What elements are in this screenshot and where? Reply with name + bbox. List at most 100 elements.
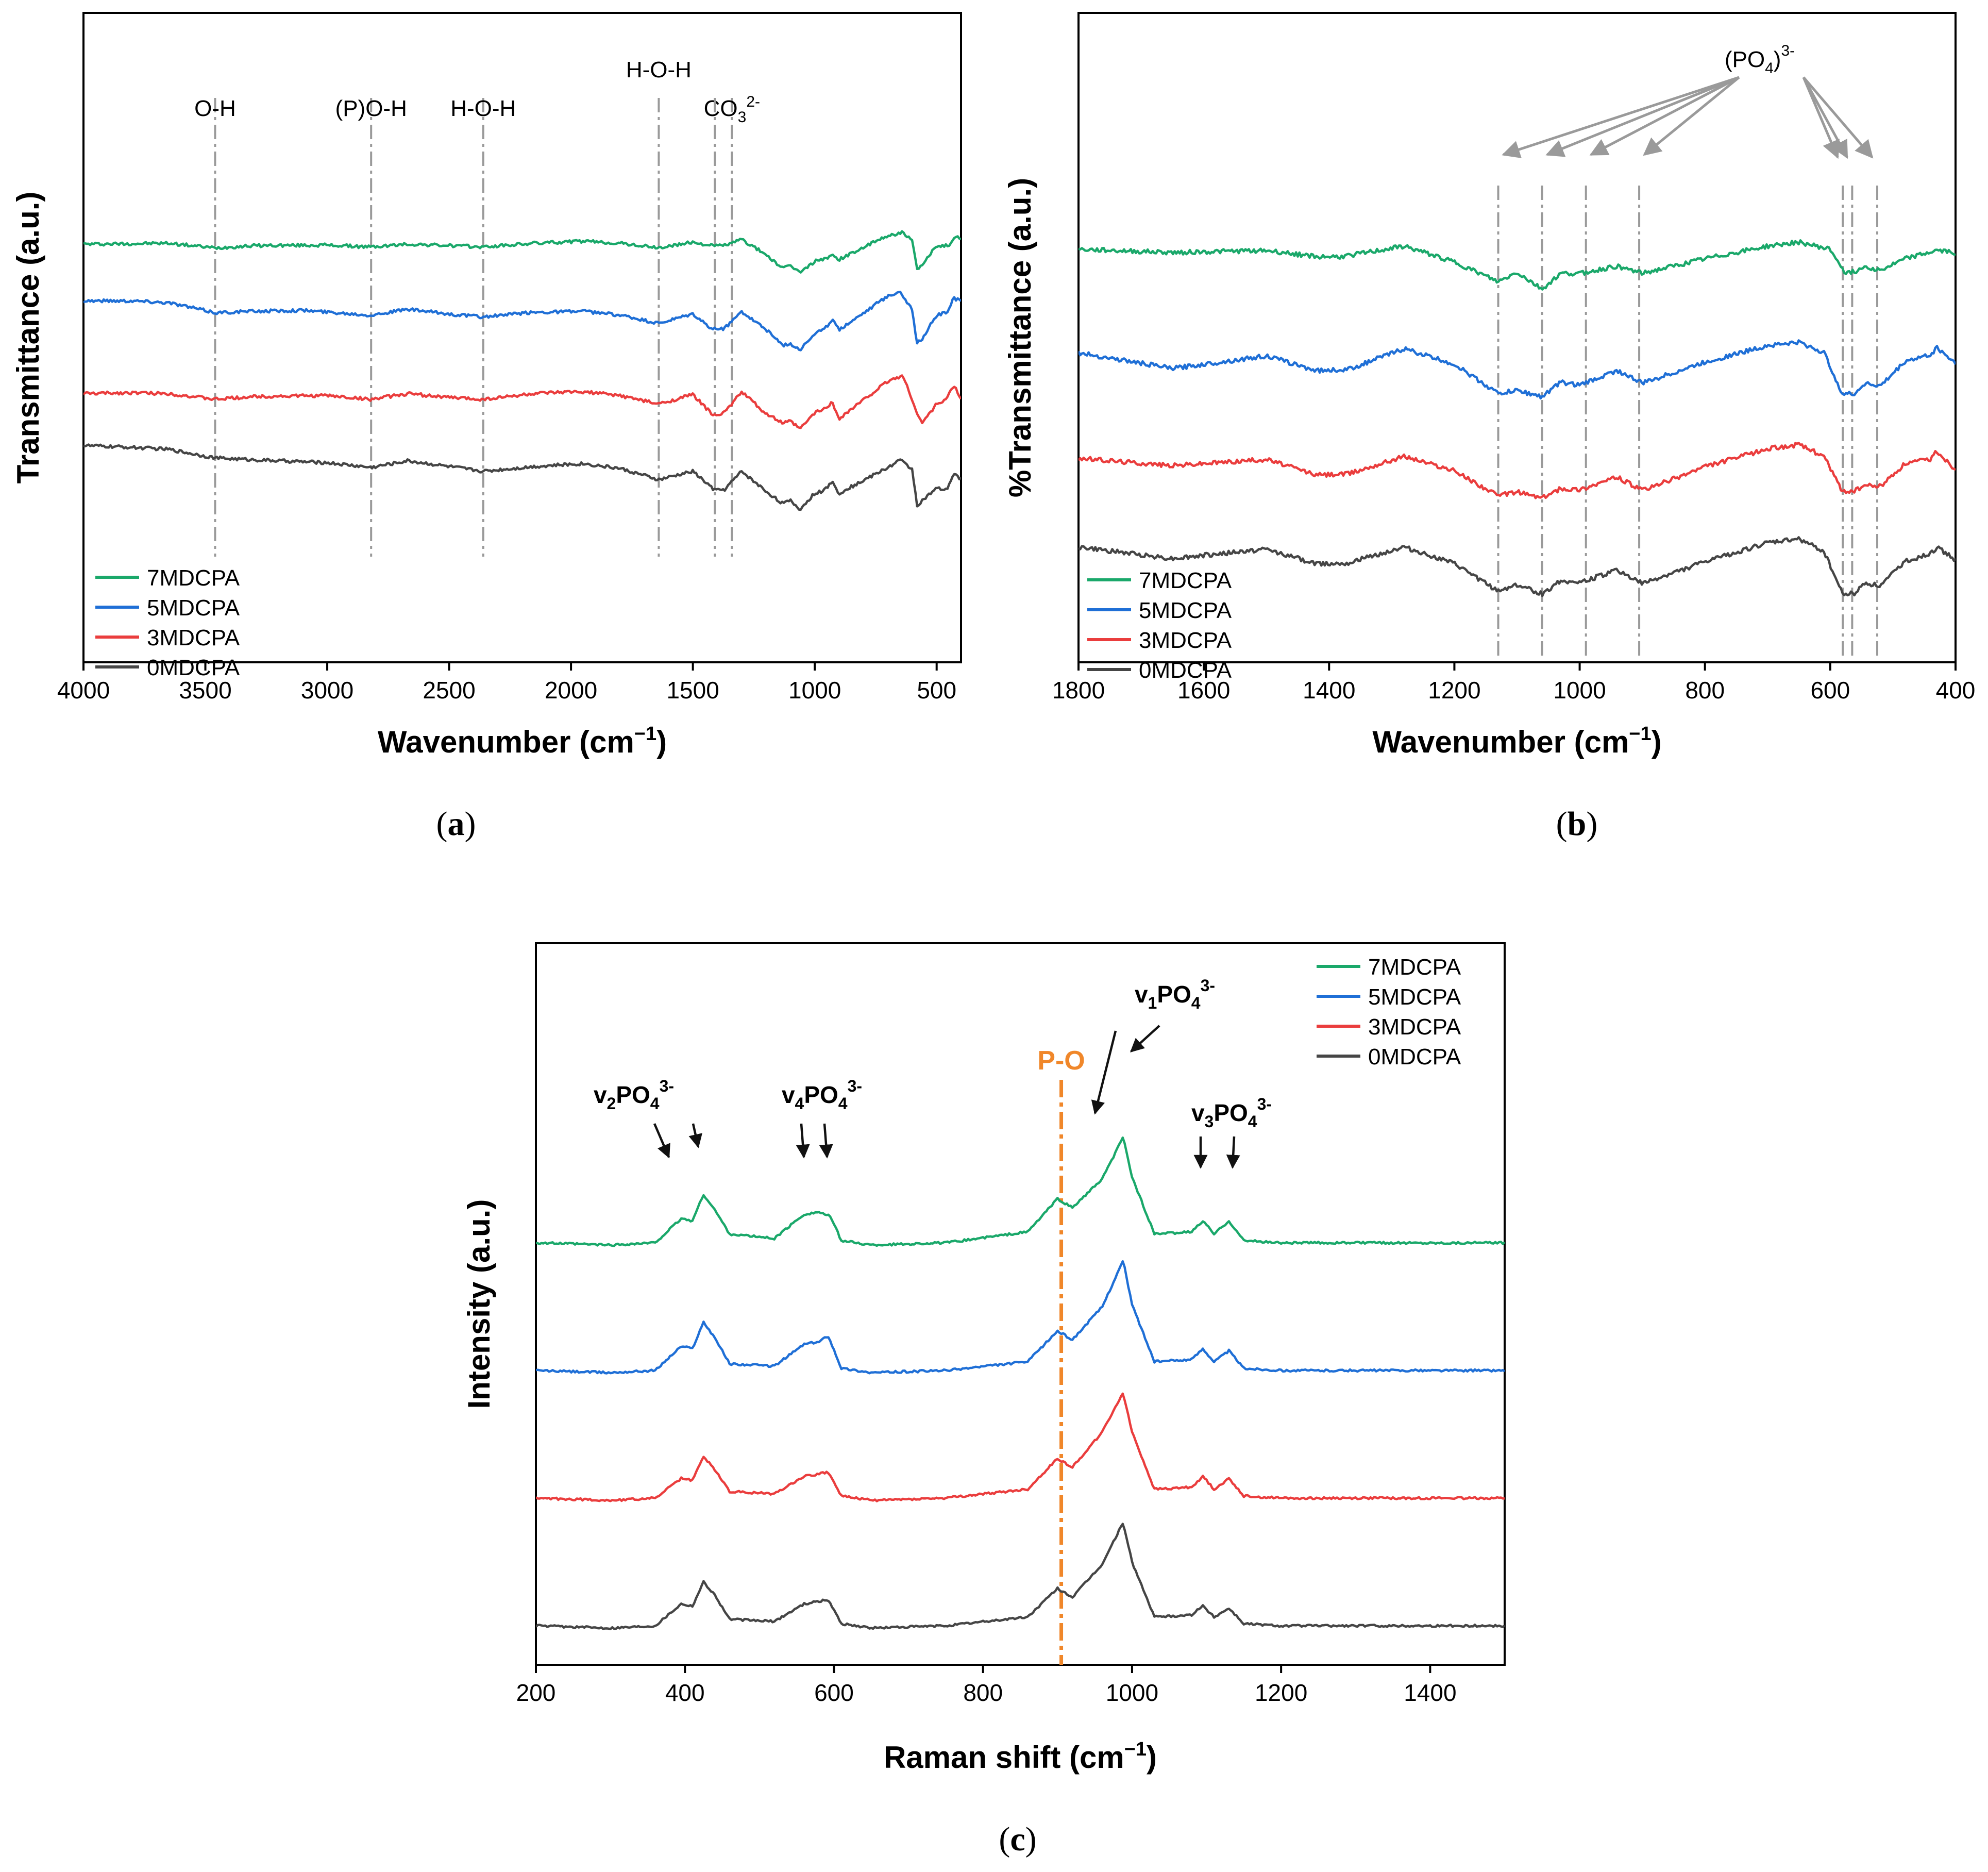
series-line-3MDCPA (83, 374, 961, 429)
x-tick-label-c: 1000 (1106, 1679, 1158, 1706)
x-tick-label-a: 3000 (301, 677, 353, 704)
peak-label-sub1: 4 (795, 1094, 804, 1113)
x-tick-label-a: 2000 (545, 677, 597, 704)
po4-label-sub: 4 (1765, 60, 1774, 77)
series-line-7MDCPA (536, 1136, 1505, 1247)
legend-label-5MDCPA: 5MDCPA (1139, 598, 1232, 623)
y-axis-label-a: Transmittance (a.u.) (11, 192, 45, 484)
x-tick-label-c: 1400 (1404, 1679, 1456, 1706)
legend-label-3MDCPA: 3MDCPA (1139, 628, 1232, 653)
peak-label-sub1: 3 (1205, 1112, 1214, 1131)
peak-label-sup: 3- (1257, 1095, 1272, 1113)
series-line-5MDCPA (83, 290, 961, 352)
panel-b-chart: 1800 1600 1400 1200 1000 800 600 400 Wavenumber … (1003, 12, 1976, 759)
marker-label-a: O-H (194, 96, 236, 121)
plot-frame-a (82, 12, 962, 663)
peak-label-text: PO (616, 1081, 650, 1108)
x-tick-label-a: 1000 (788, 677, 841, 704)
caption-a: (a) (436, 805, 476, 843)
x-axis-label-c: Raman shift (cm−1) (884, 1739, 1157, 1775)
peak-label-text: PO (804, 1081, 838, 1108)
po4-label-close: ) (1774, 47, 1781, 72)
peak-arrow (688, 1123, 702, 1148)
peak-label-prefix: v (594, 1081, 607, 1108)
peak-label-sub1: 1 (1148, 994, 1157, 1012)
x-tick-label-b: 1000 (1553, 677, 1606, 704)
peak-arrow (1091, 1030, 1117, 1115)
peak-arrow (1130, 1025, 1160, 1052)
x-tick-label-c: 600 (814, 1679, 854, 1706)
marker-label-sup: 2- (746, 93, 760, 110)
legend-label-0MDCPA: 0MDCPA (1139, 658, 1232, 683)
po4-arrow (1589, 76, 1740, 156)
peak-label: v2PO43- (594, 1077, 674, 1113)
legend-label-0MDCPA: 0MDCPA (1368, 1044, 1461, 1069)
peak-label-prefix: v (1135, 981, 1148, 1008)
caption-b: (b) (1556, 805, 1598, 843)
plot-frame-c (535, 942, 1506, 1666)
peak-label-sup: 3- (848, 1077, 862, 1095)
marker-label-text: H-O-H (626, 57, 692, 82)
x-tick-label-b: 600 (1810, 677, 1850, 704)
x-tick-label-b: 1600 (1177, 677, 1230, 704)
x-tick-label-c: 1200 (1255, 1679, 1307, 1706)
marker-label-a: CO32- (704, 93, 760, 126)
marker-label-a: H-O-H (626, 57, 692, 82)
marker-label-text: H-O-H (450, 96, 516, 121)
y-axis-label-b: %Transmittance (a.u.) (1003, 178, 1037, 497)
marker-label-a: H-O-H (450, 96, 516, 121)
peak-label-sup: 3- (660, 1077, 674, 1095)
peak-label: v1PO43- (1135, 976, 1215, 1012)
legend-label-7MDCPA: 7MDCPA (1368, 955, 1461, 980)
plot-frame-b (1077, 12, 1957, 663)
peak-label-sup: 3- (1201, 976, 1215, 995)
x-axis-label-close: ) (1147, 1740, 1157, 1775)
legend-label-0MDCPA: 0MDCPA (147, 655, 240, 680)
series-group-a (83, 230, 961, 511)
peak-arrow (796, 1123, 810, 1159)
marker-label-sub: 3 (738, 109, 747, 126)
peak-arrow (653, 1123, 670, 1159)
po4-annotation-label: (PO4)3- (1725, 42, 1795, 77)
y-axis-label-c: Intensity (a.u.) (462, 1199, 496, 1409)
series-line-0MDCPA (536, 1523, 1505, 1630)
legend-label-5MDCPA: 5MDCPA (1368, 984, 1461, 1010)
peak-label-prefix: v (1191, 1099, 1205, 1126)
peak-arrow (1226, 1136, 1240, 1169)
x-tick-label-c: 200 (516, 1679, 556, 1706)
x-tick-label-a: 3500 (179, 677, 231, 704)
peak-label-sub1: 2 (607, 1094, 616, 1113)
caption-c: (c) (999, 1820, 1036, 1858)
x-axis-label-sup: −1 (634, 723, 656, 745)
x-tick-label-b: 400 (1936, 677, 1976, 704)
marker-label-a: (P)O-H (335, 96, 407, 121)
marker-label-text: (P)O-H (335, 96, 407, 121)
peak-label-text: PO (1214, 1099, 1248, 1126)
series-line-7MDCPA (1079, 239, 1956, 291)
x-axis-label-text: Wavenumber (cm (1372, 725, 1629, 759)
po4-arrow (1802, 76, 1874, 159)
legend-label-3MDCPA: 3MDCPA (147, 625, 240, 650)
x-tick-label-b: 1800 (1052, 677, 1105, 704)
po4-label-text: (PO (1725, 47, 1765, 72)
x-tick-label-b: 800 (1685, 677, 1725, 704)
series-line-0MDCPA (83, 443, 961, 511)
x-tick-label-a: 500 (917, 677, 956, 704)
x-axis-label-text: Raman shift (cm (884, 1740, 1124, 1775)
x-tick-label-b: 1200 (1428, 677, 1480, 704)
po4-label-sup: 3- (1781, 42, 1795, 59)
po4-arrow (1502, 76, 1740, 158)
x-tick-label-b: 1400 (1303, 677, 1355, 704)
marker-label-text: CO (704, 96, 738, 121)
x-tick-label-c: 800 (963, 1679, 1003, 1706)
peak-arrow (819, 1123, 833, 1159)
series-line-7MDCPA (83, 230, 961, 274)
series-line-0MDCPA (1079, 536, 1956, 597)
legend-label-5MDCPA: 5MDCPA (147, 595, 240, 621)
peak-label-sub2: 4 (650, 1094, 660, 1113)
x-tick-label-a: 1500 (666, 677, 719, 704)
x-axis-label-a: Wavenumber (cm−1) (378, 723, 667, 759)
panel-c-chart: 200 400 600 800 1000 1200 1400 Raman shift (cm−… (462, 942, 1506, 1775)
po4-arrow (1802, 76, 1848, 159)
